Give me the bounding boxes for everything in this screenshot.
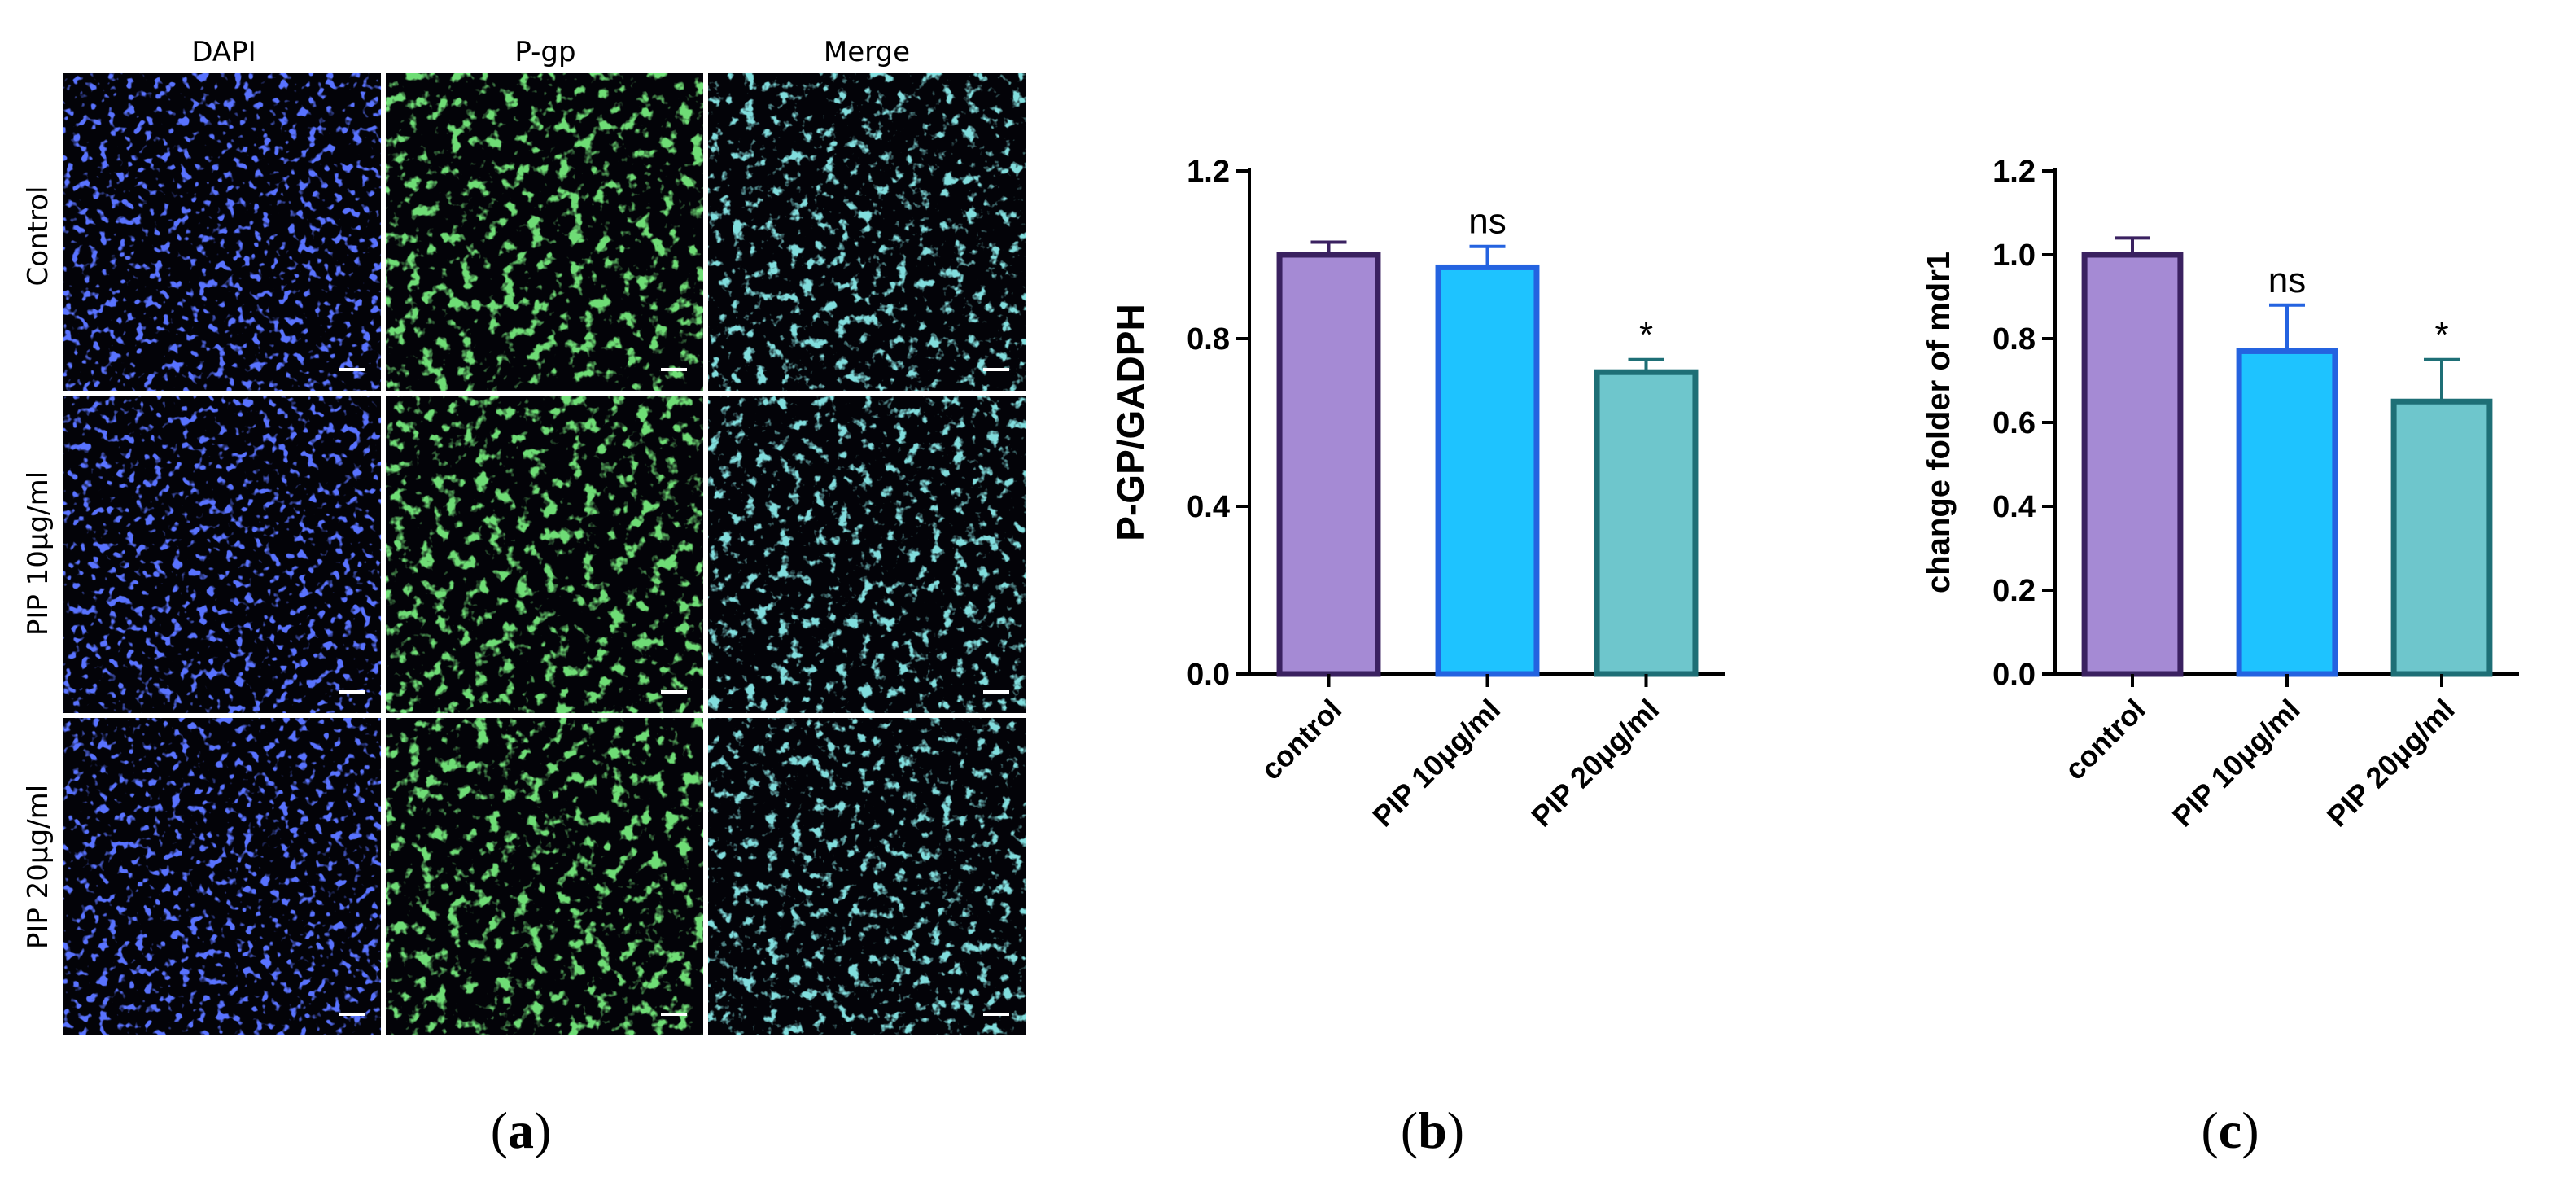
row-title-pip20: PIP 20μg/ml xyxy=(22,785,55,949)
y-tick-label: 0.0 xyxy=(1187,658,1230,692)
y-tick-label: 0.4 xyxy=(1187,490,1230,524)
panel-letter-c: c xyxy=(2219,1101,2241,1159)
micrograph-pip20-pgp xyxy=(386,718,703,1035)
bar-pip-20-g-ml xyxy=(2390,398,2493,677)
micrograph-control-merge xyxy=(708,73,1026,391)
y-axis-title: P-GP/GADPH xyxy=(1109,304,1152,540)
micrograph-pip10-dapi xyxy=(63,396,381,713)
y-tick-label: 1.2 xyxy=(1187,155,1230,189)
scale-bar xyxy=(983,368,1009,371)
microscopy-panel: DAPI P-gp Merge Control PIP 10μg/ml PIP … xyxy=(22,36,1026,1035)
scale-bar xyxy=(661,368,687,371)
column-title-dapi: DAPI xyxy=(191,36,256,68)
column-title-merge: Merge xyxy=(824,36,910,68)
panel-label-b: (b) xyxy=(1401,1101,1464,1159)
y-tick-label: 1.2 xyxy=(1992,155,2036,189)
scale-bar xyxy=(339,690,365,694)
panel-label-a: (a) xyxy=(491,1101,552,1159)
svg-text:(c): (c) xyxy=(2201,1101,2259,1159)
micrograph-pip20-dapi xyxy=(63,718,381,1035)
y-tick-label: 0.2 xyxy=(1992,574,2036,608)
bar-pip-10-g-ml xyxy=(2236,348,2338,677)
scale-bar xyxy=(339,1013,365,1016)
chart-mdr1: 0.0 0.2 0.4 0.6 0.8 1.0 1.2 change folder of md… xyxy=(1921,155,2519,834)
panel-letter-b: b xyxy=(1418,1101,1447,1159)
micrograph-pip10-pgp xyxy=(386,396,703,713)
micrograph-control-pgp xyxy=(386,73,703,391)
bar-control xyxy=(2081,252,2184,677)
row-title-control: Control xyxy=(22,186,55,287)
x-tick-label: PIP 20μg/ml xyxy=(2320,693,2461,834)
micrograph-pip20-merge xyxy=(708,718,1026,1035)
x-tick-label: PIP 20μg/ml xyxy=(1524,693,1665,834)
significance-label: ns xyxy=(2268,260,2306,300)
y-tick-label: 0.8 xyxy=(1187,322,1230,357)
y-tick-label: 0.8 xyxy=(1992,322,2036,357)
bar-pip-10-g-ml xyxy=(1435,264,1540,677)
y-tick-label: 1.0 xyxy=(1992,239,2036,273)
y-tick-label: 0.4 xyxy=(1992,490,2036,524)
significance-label: * xyxy=(1639,315,1653,355)
micrograph-control-dapi xyxy=(63,73,381,391)
significance-label: ns xyxy=(1468,202,1506,242)
x-tick-label: control xyxy=(1254,693,1348,786)
x-tick-label: PIP 10μg/ml xyxy=(1366,693,1507,834)
panel-label-c: (c) xyxy=(2201,1101,2259,1159)
scale-bar xyxy=(661,1013,687,1016)
panel-letter-a: a xyxy=(508,1101,534,1159)
scale-bar xyxy=(983,690,1009,694)
svg-text:(a): (a) xyxy=(491,1101,552,1159)
x-tick-label: PIP 10μg/ml xyxy=(2166,693,2307,834)
scale-bar xyxy=(339,368,365,371)
scale-bar xyxy=(661,690,687,694)
column-title-pgp: P-gp xyxy=(514,36,575,68)
microscopy-grid xyxy=(63,73,1026,1035)
micrograph-pip10-merge xyxy=(708,396,1026,713)
y-axis-title: change folder of mdr1 xyxy=(1921,252,1957,593)
bar-pip-20-g-ml xyxy=(1594,369,1699,677)
chart-pgp-gadph: 0.0 0.4 0.8 1.2 P-GP/GADPH control PIP 10μg/ml… xyxy=(1109,155,1725,834)
y-tick-label: 0.0 xyxy=(1992,658,2036,692)
scale-bar xyxy=(983,1013,1009,1016)
x-tick-label: control xyxy=(2058,693,2151,786)
y-tick-label: 0.6 xyxy=(1992,406,2036,440)
bar-control xyxy=(1276,252,1381,677)
svg-text:(b): (b) xyxy=(1401,1101,1464,1159)
row-title-pip10: PIP 10μg/ml xyxy=(22,471,55,636)
significance-label: * xyxy=(2434,315,2448,355)
